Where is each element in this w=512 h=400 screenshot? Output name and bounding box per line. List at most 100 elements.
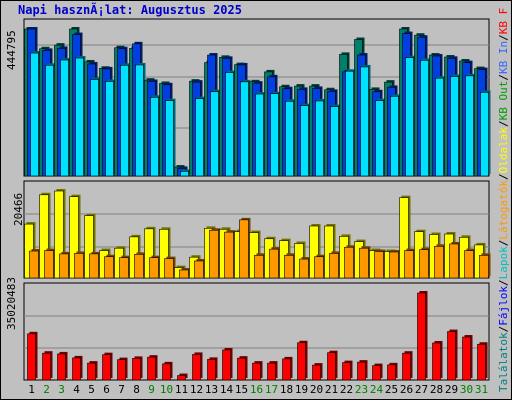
bar-lapok-day-24: [375, 100, 384, 177]
x-tick-label-7: 7: [118, 383, 125, 396]
bar-lapok-day-17: [270, 93, 279, 177]
bar-lapok-day-8: [135, 64, 144, 177]
bar-kb-f-day-18: [282, 358, 291, 381]
x-tick-label-5: 5: [88, 383, 95, 396]
bar-l-togat-k-day-24: [374, 251, 384, 279]
bar-lapok-day-19: [300, 105, 309, 177]
bar-oldalak-day-9: [144, 228, 154, 279]
bar-oldalak-day-20: [309, 225, 319, 279]
x-tick-label-17: 17: [265, 383, 278, 396]
bar-kb-f-day-17: [267, 362, 276, 381]
bar-lapok-day-21: [330, 106, 339, 177]
bar-l-togat-k-day-10: [164, 258, 174, 279]
x-tick-label-23: 23: [355, 383, 368, 396]
bar-l-togat-k-day-18: [284, 255, 294, 279]
x-tick-label-12: 12: [190, 383, 203, 396]
bar-kb-f-day-1: [27, 333, 36, 381]
bar-lapok-day-20: [315, 100, 324, 177]
x-tick-label-21: 21: [325, 383, 338, 396]
x-tick-label-18: 18: [280, 383, 293, 396]
bar-lapok-day-14: [225, 72, 234, 177]
bar-lapok-day-18: [285, 101, 294, 177]
x-tick-label-1: 1: [28, 383, 35, 396]
bar-lapok-day-2: [45, 64, 54, 177]
bar-lapok-day-27: [420, 60, 429, 177]
bar-l-togat-k-day-13: [209, 229, 219, 279]
bar-kb-f-day-24: [372, 365, 381, 381]
bar-l-togat-k-day-6: [104, 256, 114, 279]
bar-kb-f-day-11: [177, 375, 186, 381]
bar-lapok-day-12: [195, 98, 204, 177]
x-tick-label-25: 25: [385, 383, 398, 396]
bar-l-togat-k-day-4: [74, 253, 84, 279]
bar-kb-f-day-19: [297, 342, 306, 381]
bar-kb-f-day-25: [387, 364, 396, 381]
bar-lapok-day-22: [345, 70, 354, 177]
x-tick-label-10: 10: [160, 383, 173, 396]
bar-lapok-day-28: [435, 77, 444, 177]
x-tick-label-14: 14: [220, 383, 234, 396]
bar-lapok-day-30: [465, 75, 474, 177]
bar-kb-f-day-14: [222, 349, 231, 381]
bar-kb-f-day-13: [207, 359, 216, 381]
x-tick-label-29: 29: [445, 383, 458, 396]
x-tick-label-16: 16: [250, 383, 263, 396]
bar-l-togat-k-day-11: [179, 269, 189, 279]
x-tick-label-2: 2: [43, 383, 50, 396]
bar-l-togat-k-day-5: [89, 253, 99, 279]
x-tick-label-6: 6: [103, 383, 110, 396]
bar-l-togat-k-day-19: [299, 258, 309, 279]
bar-lapok-day-10: [165, 100, 174, 177]
bar-l-togat-k-day-17: [269, 248, 279, 279]
bar-l-togat-k-day-25: [389, 251, 399, 279]
bar-kb-f-day-4: [72, 357, 81, 381]
x-tick-label-11: 11: [175, 383, 188, 396]
bar-lapok-day-29: [450, 76, 459, 177]
bar-kb-f-day-30: [462, 336, 471, 381]
bar-l-togat-k-day-31: [479, 255, 489, 279]
bar-kb-f-day-10: [162, 363, 171, 381]
bar-l-togat-k-day-9: [149, 257, 159, 279]
chart-title: Napi hasznÃ¡lat: Augusztus 2025: [18, 3, 242, 17]
bar-l-togat-k-day-16: [254, 255, 264, 279]
bar-l-togat-k-day-2: [44, 250, 54, 279]
x-tick-label-24: 24: [370, 383, 384, 396]
bar-lapok-day-1: [30, 52, 39, 177]
x-tick-label-3: 3: [58, 383, 65, 396]
bar-lapok-day-3: [60, 59, 69, 177]
bar-lapok-day-5: [90, 79, 99, 177]
bar-kb-f-day-21: [327, 352, 336, 381]
bar-l-togat-k-day-15: [239, 219, 249, 279]
bar-l-togat-k-day-23: [359, 247, 369, 279]
bar-lapok-day-15: [240, 81, 249, 177]
bar-kb-f-day-22: [342, 362, 351, 381]
bar-lapok-day-6: [105, 81, 114, 177]
bar-oldalak-day-4: [69, 196, 79, 279]
bar-lapok-day-31: [480, 92, 489, 177]
bar-kb-f-day-29: [447, 331, 456, 381]
bar-l-togat-k-day-12: [194, 260, 204, 279]
bar-kb-f-day-8: [132, 358, 141, 381]
bar-lapok-day-13: [210, 91, 219, 177]
bar-l-togat-k-day-30: [464, 250, 474, 279]
x-tick-label-27: 27: [415, 383, 428, 396]
bar-l-togat-k-day-21: [329, 253, 339, 279]
bar-kb-f-day-9: [147, 356, 156, 381]
x-tick-label-9: 9: [148, 383, 155, 396]
bar-oldalak-day-10: [159, 228, 169, 279]
bar-kb-f-day-12: [192, 354, 201, 381]
bar-kb-f-day-2: [42, 352, 51, 381]
bar-kb-f-day-6: [102, 354, 111, 381]
bar-kb-f-day-7: [117, 359, 126, 381]
bar-kb-f-day-27: [417, 292, 426, 381]
bar-l-togat-k-day-22: [344, 246, 354, 279]
bar-l-togat-k-day-8: [134, 254, 144, 279]
bar-lapok-day-9: [150, 97, 159, 177]
bar-l-togat-k-day-14: [224, 231, 234, 279]
bar-oldalak-day-3: [54, 190, 64, 279]
bar-kb-f-day-26: [402, 352, 411, 381]
bar-kb-f-day-15: [237, 357, 246, 381]
bar-lapok-day-4: [75, 57, 84, 177]
bar-l-togat-k-day-29: [449, 243, 459, 279]
